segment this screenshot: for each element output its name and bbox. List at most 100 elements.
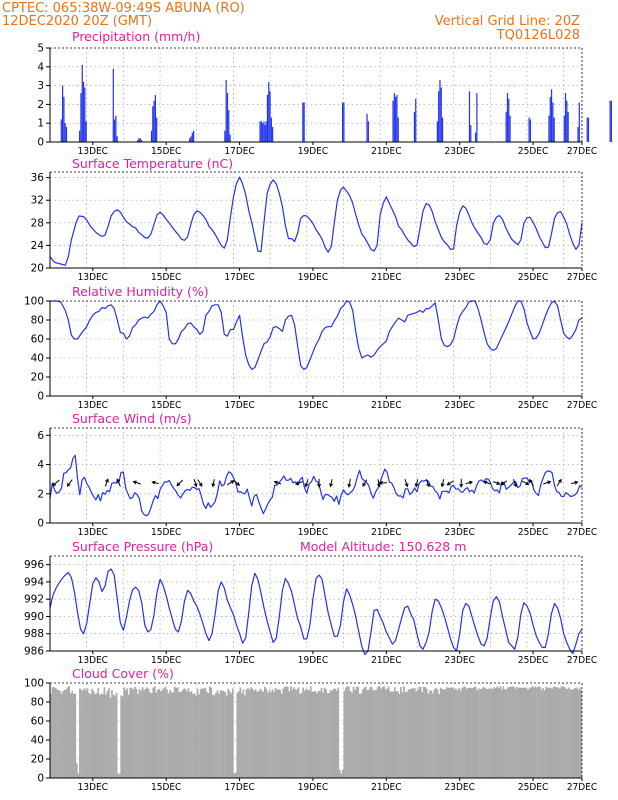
precip-bar [440,87,442,142]
wind-arrow-head [525,481,530,485]
cloud-cover-bar [322,692,324,778]
precip-bar [578,102,580,142]
cloud-cover-bar [161,689,164,778]
cloud-cover-bar [563,686,566,778]
x-tick-label: 23DEC [445,400,475,411]
cloud-cover-bar [433,689,436,778]
x-tick-label: 27DEC [567,400,597,411]
precip-bar [303,102,305,142]
cloud-cover-bar [157,689,159,778]
y-tick-label: 988 [24,628,44,640]
cloud-cover-panel: 0 20 40 60 80 100 13DEC 15DEC 17DEC 19DEC 21DEC 23D… [24,678,597,794]
cloud-cover-bar [152,687,155,778]
cloud-cover-bar [479,688,482,778]
cloud-cover-bar [401,692,404,778]
cloud-cover-bar [416,689,419,778]
cloud-cover-bar [212,694,214,778]
wind-arrow-head [426,483,430,488]
precip-bar [260,121,262,142]
wind-arrow [441,479,445,487]
cloud-cover-bar [285,686,288,778]
cloud-cover-bar [163,688,165,778]
cloud-cover-bar [144,689,147,778]
precip-bar [468,91,471,142]
precip-bar [193,130,195,142]
cloud-cover-bar [334,688,337,778]
cloud-cover-bar [507,687,509,778]
cloud-cover-bar [381,687,384,778]
cloud-cover-bar [577,689,580,778]
x-tick-label: 27DEC [567,655,597,666]
cloud-cover-bar [571,689,573,778]
cloud-cover-bar [224,692,226,778]
cloud-cover-bar [189,692,191,778]
cloud-cover-bar [557,687,560,778]
cloud-cover-bar [328,692,330,778]
wind-arrow-head [404,483,409,488]
precipitation-title: Precipitation (mm/h) [72,29,200,44]
cloud-cover-bar [280,693,283,778]
x-tick-label: 15DEC [151,400,181,411]
cloud-cover-bar [251,688,254,778]
precip-bar [567,111,569,142]
precip-bar [506,93,509,142]
x-tick-label: 17DEC [224,782,254,793]
cloud-cover-bar [137,693,139,778]
cloud-cover-bar [106,690,109,778]
precip-bar [474,132,477,142]
precip-bar [112,68,114,142]
cloud-cover-bar [202,688,205,778]
cloud-cover-bar [195,695,197,778]
cloud-cover-bar [511,686,514,778]
cloud-cover-bar [514,688,517,778]
wind-arrow-head [151,480,156,485]
wind-arrow [447,480,454,486]
x-tick-label: 23DEC [445,272,475,283]
cloud-cover-bar [464,686,466,778]
cloud-cover-bar [60,693,63,778]
cloud-cover-bar [198,694,200,778]
cloud-cover-bar [53,686,55,778]
cloud-cover-bar [319,691,321,778]
cloud-cover-bar [522,687,525,778]
x-tick-label: 13DEC [78,527,108,538]
cloud-cover-bar [238,691,240,778]
cloud-cover-bar [309,686,312,778]
wind-arrow [362,479,368,487]
x-tick-label: 13DEC [78,400,108,411]
precip-bar [259,121,261,142]
wind-arrow [348,478,351,487]
precip-bar [82,81,85,142]
wind-arrow [404,479,408,487]
precip-bar [366,113,368,142]
cloud-cover-bar [580,689,582,778]
wind-arrow-head [440,483,445,488]
cloud-cover-bar [406,691,408,778]
cloud-cover-bar [305,689,307,778]
cloud-cover-bar [474,686,477,778]
precip-bar [566,100,568,142]
cloud-cover-bar [525,687,528,778]
cloud-cover-bar [166,689,168,778]
y-tick-label: 0 [37,773,44,785]
cloud-cover-bar [276,689,278,778]
cloud-cover-bar [82,690,84,778]
x-tick-label: 13DEC [78,655,108,666]
wind-arrow [193,479,197,487]
cloud-cover-bar [380,688,382,778]
cloud-cover-bar [470,687,473,778]
wind-arrow [329,479,333,487]
wind-arrow-head [529,478,533,483]
cloud-cover-bar [467,688,470,778]
cloud-cover-bar [444,689,447,778]
cloud-cover-bar [89,694,92,778]
cloud-cover-bar [138,688,141,778]
precip-bar [341,102,344,142]
cloud-cover-bar [418,686,421,778]
precip-bar [553,117,555,142]
cloud-cover-bar [484,687,486,778]
precip-bar [436,121,438,142]
wind-arrow-head [362,482,366,487]
cloud-cover-bar [227,688,230,778]
cloud-cover-bar [149,692,152,778]
